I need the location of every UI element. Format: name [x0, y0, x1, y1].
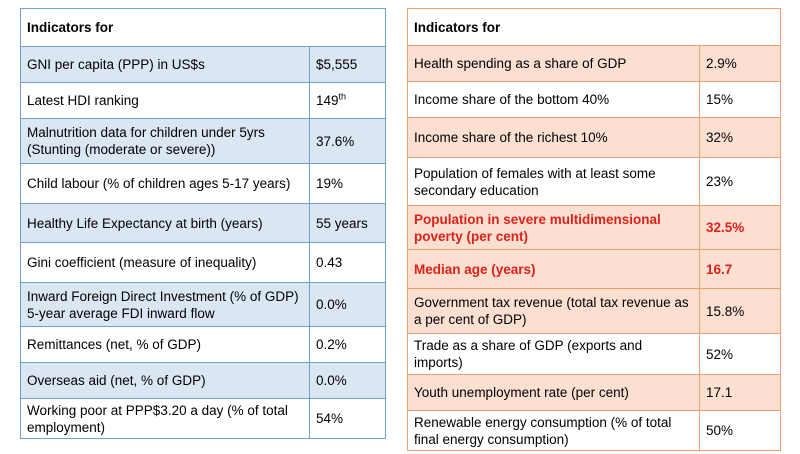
- table-row: Trade as a share of GDP (exports and imp…: [407, 333, 782, 375]
- table-row: Income share of the bottom 40% 15%: [407, 81, 782, 118]
- indicator-value: 15.8%: [698, 288, 782, 334]
- indicator-label: Child labour (% of children ages 5-17 ye…: [20, 163, 310, 204]
- table-row: Health spending as a share of GDP 2.9%: [407, 45, 782, 82]
- indicator-label: Population of females with at least some…: [407, 157, 700, 206]
- indicator-value: 149th: [308, 82, 387, 119]
- table-row: Working poor at PPP$3.20 a day (% of tot…: [20, 398, 387, 439]
- table-row: Child labour (% of children ages 5-17 ye…: [20, 163, 387, 204]
- table-row: Latest HDI ranking 149th: [20, 82, 387, 119]
- indicator-value: 52%: [698, 333, 782, 375]
- indicator-value: 17.1: [698, 374, 782, 411]
- table-row: Gini coefficient (measure of inequality)…: [20, 242, 387, 283]
- indicator-label: Trade as a share of GDP (exports and imp…: [407, 333, 700, 375]
- indicator-label-highlighted: Median age (years): [407, 249, 700, 289]
- indicator-label: Income share of the richest 10%: [407, 117, 700, 158]
- indicator-value: 50%: [698, 410, 782, 451]
- indicator-value: 0.43: [308, 242, 387, 283]
- table-row: Healthy Life Expectancy at birth (years)…: [20, 203, 387, 243]
- table-row: GNI per capita (PPP) in US$s $5,555: [20, 46, 387, 83]
- indicator-label: Overseas aid (net, % of GDP): [20, 362, 310, 399]
- table-row: Inward Foreign Direct Investment (% of G…: [20, 282, 387, 327]
- indicator-label: Health spending as a share of GDP: [407, 45, 700, 82]
- indicator-label-highlighted: Population in severe multidimensional po…: [407, 205, 700, 250]
- table-row: Population of females with at least some…: [407, 157, 782, 206]
- indicator-value: 2.9%: [698, 45, 782, 82]
- indicator-value: 54%: [308, 398, 387, 439]
- indicator-label: Malnutrition data for children under 5yr…: [20, 118, 310, 164]
- table-row: Malnutrition data for children under 5yr…: [20, 118, 387, 164]
- indicator-value: 0.0%: [308, 362, 387, 399]
- table-header-row: Indicators for: [19, 8, 387, 47]
- table-row: Government tax revenue (total tax revenu…: [407, 288, 782, 334]
- right-indicators-table: Indicators for Health spending as a shar…: [406, 8, 782, 451]
- hdi-rank-suffix: th: [338, 91, 347, 102]
- indicator-label: Renewable energy consumption (% of total…: [407, 410, 700, 451]
- indicator-value-highlighted: 32.5%: [698, 205, 782, 250]
- indicator-label: Government tax revenue (total tax revenu…: [407, 288, 700, 334]
- indicator-label: Remittances (net, % of GDP): [20, 326, 310, 363]
- indicator-label: GNI per capita (PPP) in US$s: [20, 46, 310, 83]
- table-row: Overseas aid (net, % of GDP) 0.0%: [20, 362, 387, 399]
- table-row: Renewable energy consumption (% of total…: [407, 410, 782, 451]
- table-header-row: Indicators for: [406, 8, 782, 46]
- indicator-value: 19%: [308, 163, 387, 204]
- indicator-label: Healthy Life Expectancy at birth (years): [20, 203, 310, 243]
- indicator-value: 23%: [698, 157, 782, 206]
- right-table-header: Indicators for: [406, 8, 782, 46]
- indicator-value: 55 years: [308, 203, 387, 243]
- table-row: Median age (years) 16.7: [407, 249, 782, 289]
- indicator-label: Latest HDI ranking: [20, 82, 310, 119]
- indicator-label: Income share of the bottom 40%: [407, 81, 700, 118]
- table-row: Youth unemployment rate (per cent) 17.1: [407, 374, 782, 411]
- indicator-label: Inward Foreign Direct Investment (% of G…: [20, 282, 310, 327]
- indicator-value: 0.0%: [308, 282, 387, 327]
- indicator-value: 15%: [698, 81, 782, 118]
- hdi-rank-number: 149: [316, 93, 339, 108]
- left-indicators-table: Indicators for GNI per capita (PPP) in U…: [19, 8, 387, 439]
- indicator-value: 32%: [698, 117, 782, 158]
- table-row: Population in severe multidimensional po…: [407, 205, 782, 250]
- indicator-value: 37.6%: [308, 118, 387, 164]
- indicator-label: Gini coefficient (measure of inequality): [20, 242, 310, 283]
- table-row: Income share of the richest 10% 32%: [407, 117, 782, 158]
- indicator-value: 0.2%: [308, 326, 387, 363]
- indicator-value-highlighted: 16.7: [698, 249, 782, 289]
- left-table-header: Indicators for: [19, 8, 387, 47]
- table-row: Remittances (net, % of GDP) 0.2%: [20, 326, 387, 363]
- indicator-label: Working poor at PPP$3.20 a day (% of tot…: [20, 398, 310, 439]
- indicator-value: $5,555: [308, 46, 387, 83]
- indicator-label: Youth unemployment rate (per cent): [407, 374, 700, 411]
